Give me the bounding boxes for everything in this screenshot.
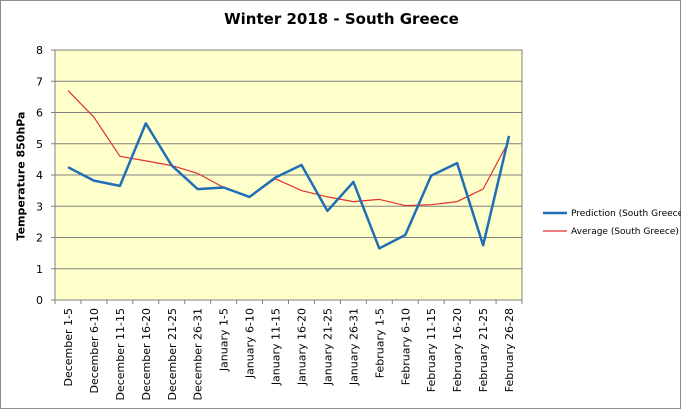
prediction-series-line (67, 122, 511, 250)
x-tick-label: February 1-5 (373, 308, 386, 378)
x-tick-label: December 1-5 (62, 308, 75, 387)
y-tick-label: 8 (36, 44, 43, 57)
legend-prediction-label: Prediction (South Greece) (571, 209, 681, 219)
y-tick-label: 1 (36, 263, 43, 276)
y-tick-label: 4 (36, 169, 43, 182)
x-tick-label: February 21-25 (477, 308, 490, 392)
x-tick-label: December 16-20 (140, 308, 153, 401)
x-tick-label: January 16-20 (295, 308, 308, 386)
x-tick-label: January 1-5 (218, 308, 231, 372)
y-tick-label: 6 (36, 107, 43, 120)
x-tick-label: February 6-10 (399, 308, 412, 385)
x-tick-label: January 26-31 (347, 308, 360, 386)
y-tick-label: 7 (36, 75, 43, 88)
y-tick-label: 5 (36, 138, 43, 151)
x-tick-label: February 11-15 (425, 308, 438, 392)
x-tick-label: January 11-15 (270, 308, 283, 386)
y-tick-label: 2 (36, 232, 43, 245)
x-tick-label: December 6-10 (88, 308, 101, 394)
average-series-line (67, 90, 510, 207)
y-tick-label: 3 (36, 200, 43, 213)
x-tick-label: December 21-25 (166, 308, 179, 401)
legend-average-label: Average (South Greece) (571, 227, 679, 237)
chart-title: Winter 2018 - South Greece (224, 10, 459, 28)
x-tick-label: January 6-10 (244, 308, 257, 379)
x-tick-label: December 26-31 (192, 308, 205, 401)
y-tick-label: 0 (36, 294, 43, 307)
x-tick-label: February 16-20 (451, 308, 464, 392)
x-tick-label: January 21-25 (321, 308, 334, 386)
x-tick-label: February 26-28 (503, 308, 516, 392)
x-tick-label: December 11-15 (114, 308, 127, 401)
